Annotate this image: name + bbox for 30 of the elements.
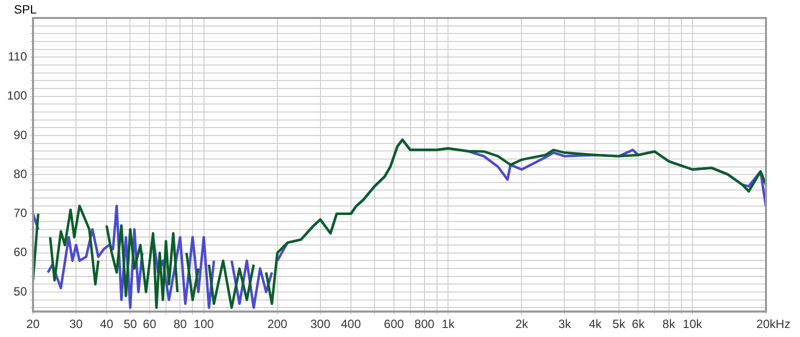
x-tick-label: 6k — [632, 317, 646, 332]
x-tick-label: 40 — [100, 317, 114, 332]
y-axis-title: SPL — [14, 2, 38, 16]
x-tick-label: 300 — [310, 317, 331, 332]
x-tick-label: 30 — [69, 317, 84, 332]
y-tick-label: 60 — [14, 245, 28, 260]
y-tick-label: 70 — [14, 206, 28, 220]
x-tick-label: 100 — [194, 317, 214, 332]
x-tick-label: 60 — [142, 317, 157, 332]
x-tick-label: 8k — [662, 317, 676, 332]
y-tick-label: 100 — [6, 88, 28, 103]
x-tick-label: 200 — [267, 317, 288, 332]
x-tick-label: 800 — [414, 317, 435, 332]
y-tick-label: 80 — [14, 166, 28, 181]
x-tick-label: 10k — [682, 317, 704, 332]
x-axis-title: Hz — [776, 316, 790, 331]
x-tick-label: 20k — [756, 317, 777, 332]
y-tick-label: 50 — [14, 284, 28, 298]
x-tick-label: 3k — [558, 317, 572, 332]
x-tick-label: 2k — [515, 317, 530, 332]
x-tick-label: 1k — [442, 317, 456, 332]
x-tick-label: 20 — [26, 317, 40, 332]
x-tick-label: 80 — [173, 317, 188, 332]
x-tick-label: 50 — [124, 317, 138, 332]
x-tick-label: 4k — [588, 317, 603, 332]
y-tick-label: 90 — [14, 128, 28, 142]
x-tick-label: 600 — [384, 317, 404, 332]
x-tick-label: 400 — [340, 317, 362, 332]
y-tick-label: 110 — [8, 49, 28, 64]
x-tick-label: 5k — [612, 317, 626, 332]
